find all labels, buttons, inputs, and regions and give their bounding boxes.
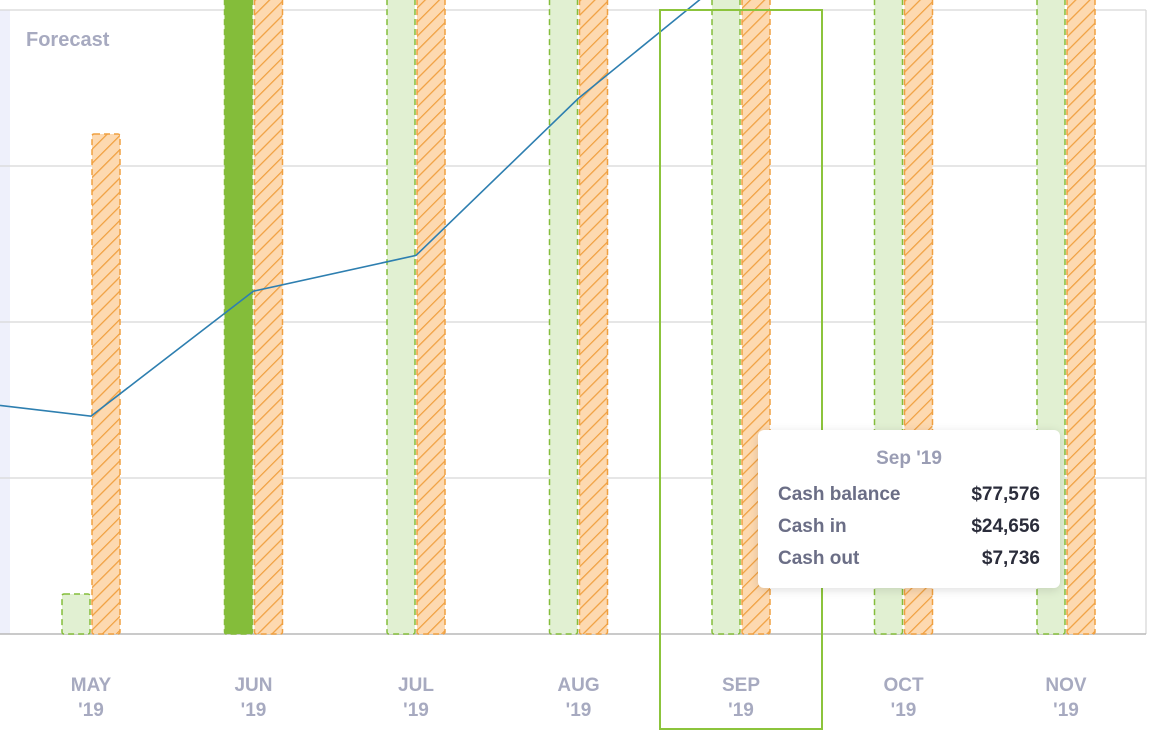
x-tick-label: SEP '19 [722, 675, 760, 721]
x-tick-label: NOV '19 [1045, 675, 1087, 721]
x-tick-label: AUG '19 [557, 675, 599, 721]
bar-cash-in[interactable] [711, 0, 741, 635]
chart-title: Forecast [26, 29, 110, 51]
tooltip-row-cash-in: Cash in $24,656 [778, 511, 1040, 543]
tooltip: Sep '19 Cash balance $77,576 Cash in $24… [758, 430, 1060, 588]
x-tick-label: OCT '19 [883, 675, 924, 721]
tooltip-label: Cash balance [778, 484, 901, 505]
tooltip-value: $77,576 [971, 484, 1040, 505]
tooltip-row-cash-balance: Cash balance $77,576 [778, 479, 1040, 511]
line-cash-balance [0, 0, 701, 417]
x-tick-label: JUL '19 [398, 675, 434, 721]
bar-cash-out[interactable] [253, 0, 284, 635]
bar-cash-in[interactable] [61, 593, 91, 635]
bar-cash-out[interactable] [1066, 0, 1096, 635]
bar-cash-in[interactable] [386, 0, 416, 635]
tooltip-row-cash-out: Cash out $7,736 [778, 543, 1040, 575]
x-tick-label: JUN '19 [234, 675, 272, 721]
highlight-column[interactable] [659, 9, 823, 730]
tooltip-value: $7,736 [981, 548, 1040, 569]
tooltip-label: Cash out [778, 548, 860, 569]
bar-cash-out[interactable] [578, 0, 609, 635]
bar-cash-in[interactable] [548, 0, 579, 635]
tooltip-title: Sep '19 [876, 448, 942, 469]
tooltip-value: $24,656 [971, 516, 1040, 537]
bar-cash-out[interactable] [91, 133, 121, 635]
bar-cash-out[interactable] [416, 0, 446, 635]
tooltip-label: Cash in [778, 516, 847, 537]
bar-cash-in-actual[interactable] [224, 0, 253, 634]
x-tick-label: MAY '19 [71, 675, 112, 721]
